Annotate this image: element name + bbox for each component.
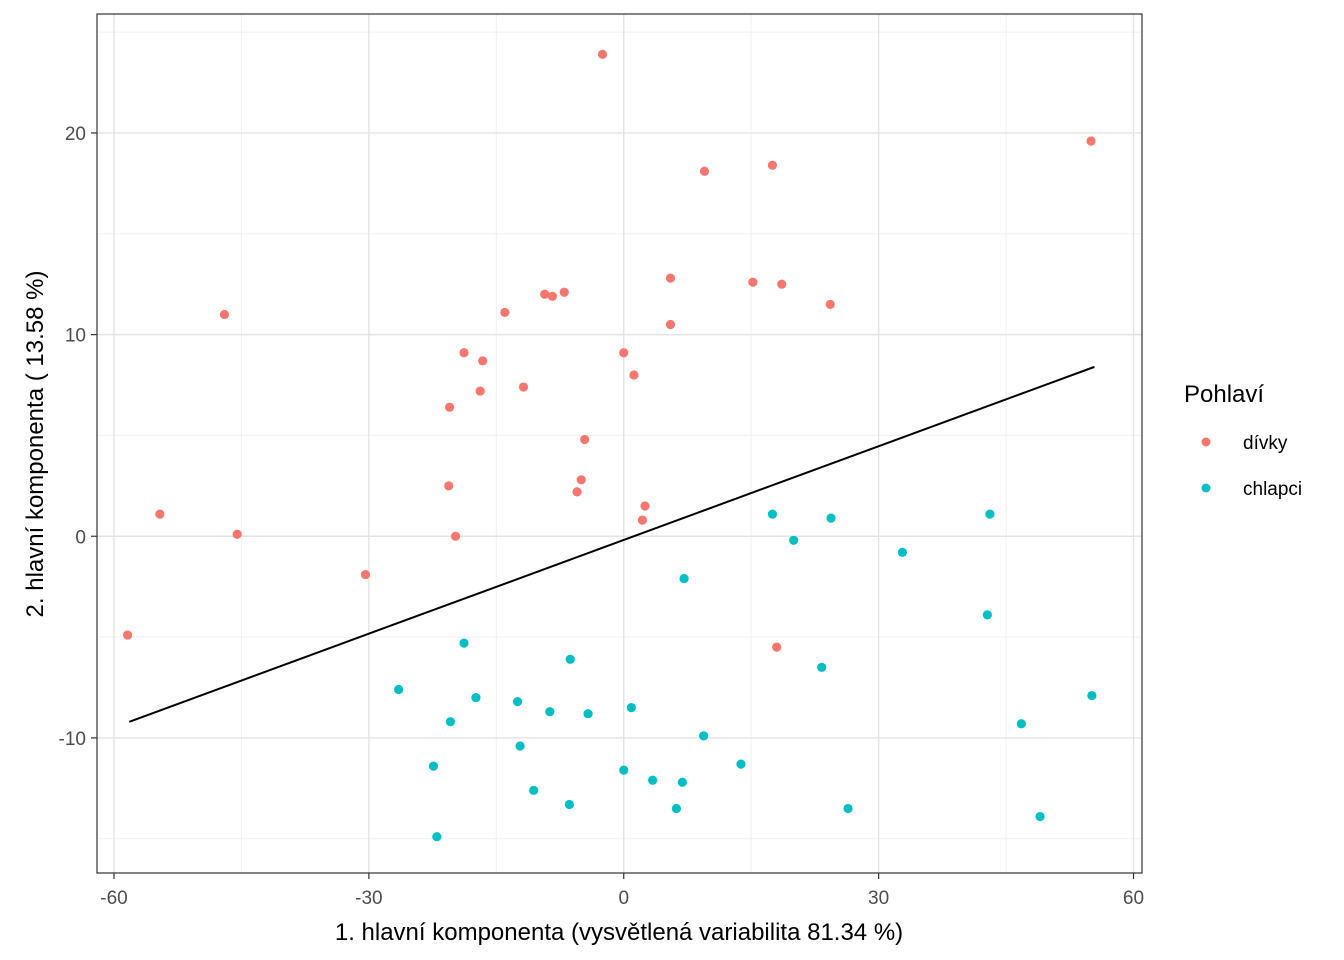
point-divky — [122, 630, 133, 640]
point-divky — [580, 434, 590, 445]
point-divky — [547, 291, 557, 301]
point-chlapci — [432, 832, 442, 842]
x-tick-label: 0 — [618, 888, 629, 909]
point-chlapci — [515, 741, 525, 751]
legend-label-chlapci: chlapci — [1243, 479, 1302, 500]
point-divky — [777, 279, 787, 289]
point-divky — [572, 487, 582, 497]
point-divky — [559, 287, 569, 297]
point-divky — [629, 370, 639, 380]
y-axis-ticks: -10 0 10 20 — [59, 124, 97, 750]
point-chlapci — [619, 765, 629, 775]
point-divky — [444, 481, 454, 491]
x-tick-label: 60 — [1123, 888, 1144, 909]
point-chlapci — [736, 759, 746, 769]
legend-label-divky: dívky — [1243, 433, 1288, 454]
y-tick-label: -10 — [59, 729, 86, 750]
point-divky — [640, 501, 650, 511]
point-divky — [619, 348, 629, 358]
point-chlapci — [459, 638, 469, 648]
legend-key-divky — [1201, 437, 1211, 447]
legend-title: Pohlaví — [1184, 381, 1264, 408]
point-chlapci — [1087, 690, 1097, 701]
x-tick-label: 30 — [868, 888, 889, 909]
point-chlapci — [564, 799, 574, 810]
point-chlapci — [428, 761, 439, 771]
y-tick-label: 10 — [65, 326, 86, 347]
point-divky — [637, 515, 648, 525]
x-tick-label: -30 — [355, 888, 382, 909]
point-divky — [767, 160, 778, 170]
point-chlapci — [897, 547, 908, 557]
point-chlapci — [529, 785, 539, 795]
panel-border — [96, 13, 1143, 874]
point-chlapci — [565, 654, 575, 664]
x-axis-ticks: -60 -30 0 30 60 — [100, 873, 1144, 909]
y-tick-label: 0 — [75, 527, 86, 548]
point-divky — [450, 531, 461, 541]
point-chlapci — [982, 610, 992, 620]
x-axis-title: 1. hlavní komponenta (vysvětlená variabi… — [335, 919, 903, 946]
point-chlapci — [789, 535, 799, 545]
point-chlapci — [545, 707, 555, 717]
point-divky — [540, 289, 550, 299]
points-layer — [122, 49, 1097, 842]
point-chlapci — [471, 692, 481, 703]
point-chlapci — [648, 775, 658, 785]
point-chlapci — [445, 717, 456, 727]
point-divky — [500, 307, 510, 318]
point-chlapci — [1035, 811, 1045, 822]
point-divky — [155, 509, 165, 519]
point-chlapci — [817, 662, 827, 672]
point-divky — [478, 356, 488, 366]
grid-major — [97, 14, 1142, 873]
x-tick-label: -60 — [100, 888, 127, 909]
point-chlapci — [512, 697, 523, 707]
point-divky — [232, 529, 242, 539]
point-divky — [665, 273, 676, 283]
legend-key-chlapci — [1201, 483, 1211, 493]
point-chlapci — [626, 703, 636, 713]
point-chlapci — [677, 777, 687, 787]
point-chlapci — [985, 509, 995, 519]
point-divky — [1086, 136, 1096, 146]
point-divky — [825, 299, 835, 309]
point-chlapci — [671, 803, 682, 814]
legend: Pohlaví dívky chlapci — [1184, 381, 1302, 500]
point-divky — [576, 475, 586, 485]
point-divky — [772, 642, 782, 652]
point-divky — [219, 309, 230, 320]
point-chlapci — [843, 803, 853, 814]
point-chlapci — [826, 513, 836, 523]
point-chlapci — [1016, 719, 1026, 729]
point-chlapci — [679, 574, 689, 584]
point-divky — [444, 402, 455, 412]
point-chlapci — [699, 731, 709, 741]
point-divky — [475, 386, 485, 396]
fit-line — [128, 365, 1095, 723]
point-divky — [748, 277, 758, 287]
point-chlapci — [583, 709, 593, 719]
point-divky — [699, 166, 710, 176]
point-divky — [459, 348, 469, 358]
y-axis-title: 2. hlavní komponenta ( 13.58 %) — [22, 271, 49, 618]
point-divky — [665, 319, 676, 330]
grid-minor — [97, 14, 1142, 873]
point-divky — [360, 569, 371, 580]
point-chlapci — [767, 509, 778, 519]
point-divky — [597, 49, 608, 59]
y-tick-label: 20 — [65, 124, 86, 145]
fit-line-layer — [128, 365, 1095, 723]
point-chlapci — [394, 684, 404, 695]
point-divky — [518, 382, 529, 392]
